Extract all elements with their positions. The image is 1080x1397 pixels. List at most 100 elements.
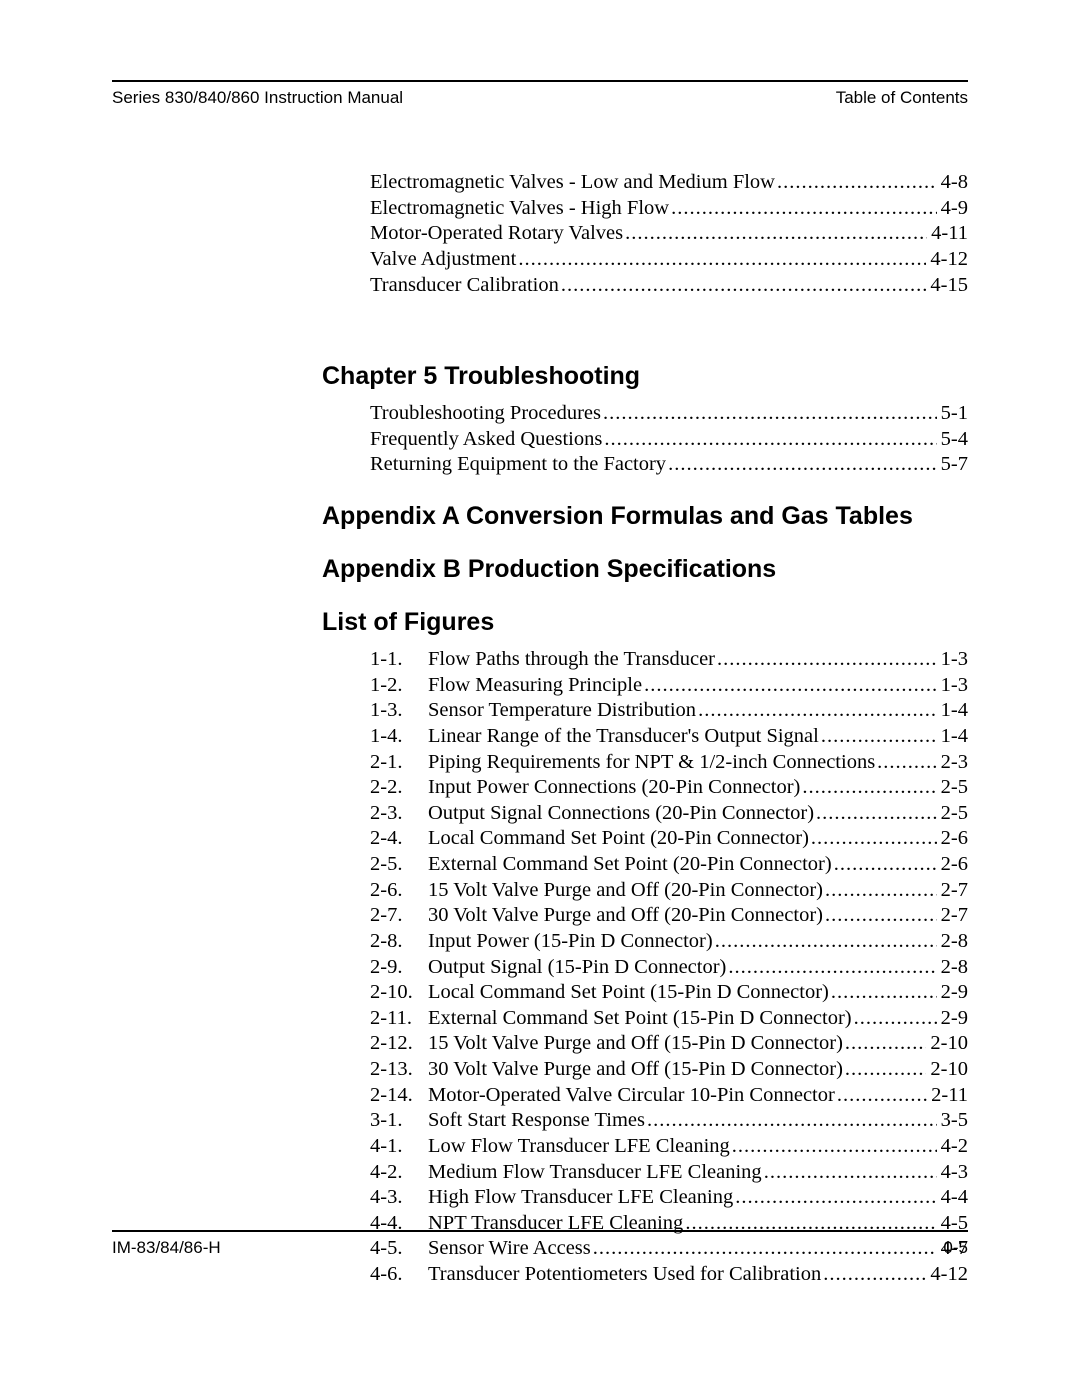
toc-entry-label: Sensor Temperature Distribution [428, 698, 696, 724]
toc-entry-label: Soft Start Response Times [428, 1108, 645, 1134]
toc-entry-label: 15 Volt Valve Purge and Off (15-Pin D Co… [428, 1031, 843, 1057]
toc-leader-dots [669, 196, 937, 222]
toc-leader-dots [642, 673, 937, 699]
toc-leader-dots [559, 273, 927, 299]
toc-entry-label: Flow Measuring Principle [428, 673, 642, 699]
toc-entry: Electromagnetic Valves - Low and Medium … [370, 170, 968, 196]
toc-entry: Troubleshooting Procedures5-1 [370, 401, 968, 427]
toc-entry: 2-7.30 Volt Valve Purge and Off (20-Pin … [370, 903, 968, 929]
toc-leader-dots [819, 724, 937, 750]
toc-entry-page: 2-5 [937, 801, 968, 827]
toc-entry-page: 2-9 [937, 980, 968, 1006]
toc-entry: 2-9.Output Signal (15-Pin D Connector)2-… [370, 955, 968, 981]
toc-entry-number: 2-10. [370, 980, 428, 1006]
toc-entry-page: 2-10 [926, 1057, 968, 1083]
toc-leader-dots [809, 826, 937, 852]
header-left: Series 830/840/860 Instruction Manual [112, 88, 403, 108]
toc-leader-dots [516, 247, 926, 273]
toc-entry-page: 2-11 [927, 1083, 968, 1109]
toc-entry-page: 2-8 [937, 929, 968, 955]
page-content: Series 830/840/860 Instruction Manual Ta… [112, 80, 968, 1288]
page-footer: IM-83/84/86-H 0-5 [112, 1232, 968, 1266]
toc-leader-dots [601, 401, 937, 427]
toc-entry-number: 2-13. [370, 1057, 428, 1083]
toc-entry-page: 2-8 [937, 955, 968, 981]
toc-entry: 2-8.Input Power (15-Pin D Connector)2-8 [370, 929, 968, 955]
toc-entry-number: 2-3. [370, 801, 428, 827]
toc-leader-dots [829, 980, 937, 1006]
toc-entry: 1-3.Sensor Temperature Distribution1-4 [370, 698, 968, 724]
header-right: Table of Contents [836, 88, 968, 108]
toc-entry: 2-5.External Command Set Point (20-Pin C… [370, 852, 968, 878]
toc-leader-dots [602, 427, 936, 453]
toc-entry-label: External Command Set Point (20-Pin Conne… [428, 852, 832, 878]
toc-entry-number: 2-4. [370, 826, 428, 852]
toc-entry-number: 4-1. [370, 1134, 428, 1160]
toc-entry: 2-4.Local Command Set Point (20-Pin Conn… [370, 826, 968, 852]
toc-leader-dots [832, 852, 937, 878]
toc-entry-label: Local Command Set Point (20-Pin Connecto… [428, 826, 809, 852]
toc-entry-number: 2-7. [370, 903, 428, 929]
toc-leader-dots [800, 775, 936, 801]
toc-leader-dots [733, 1185, 936, 1211]
toc-entry-label: High Flow Transducer LFE Cleaning [428, 1185, 733, 1211]
toc-leader-dots [875, 750, 937, 776]
toc-entry-page: 5-1 [937, 401, 968, 427]
toc-leader-dots [814, 801, 937, 827]
toc-leader-dots [843, 1057, 927, 1083]
list-of-figures-heading: List of Figures [322, 608, 968, 637]
toc-entry-number: 2-6. [370, 878, 428, 904]
toc-entry: 2-2.Input Power Connections (20-Pin Conn… [370, 775, 968, 801]
toc-entry-label: Frequently Asked Questions [370, 427, 602, 453]
toc-entry-number: 1-4. [370, 724, 428, 750]
toc-entry-label: Returning Equipment to the Factory [370, 452, 666, 478]
toc-entry: 2-11.External Command Set Point (15-Pin … [370, 1006, 968, 1032]
toc-leader-dots [726, 955, 936, 981]
footer-left: IM-83/84/86-H [112, 1238, 221, 1258]
toc-entry-page: 4-3 [937, 1160, 968, 1186]
toc-entry-number: 2-1. [370, 750, 428, 776]
toc-entry-page: 1-3 [937, 673, 968, 699]
toc-leader-dots [823, 903, 937, 929]
toc-entry-page: 4-8 [937, 170, 968, 196]
toc-top-entries: Electromagnetic Valves - Low and Medium … [370, 170, 968, 298]
toc-entry-number: 2-8. [370, 929, 428, 955]
toc-entry-page: 4-12 [926, 247, 968, 273]
toc-entry-label: 15 Volt Valve Purge and Off (20-Pin Conn… [428, 878, 823, 904]
toc-entry-page: 2-6 [937, 826, 968, 852]
toc-entry-page: 2-6 [937, 852, 968, 878]
toc-entry-label: Transducer Calibration [370, 273, 559, 299]
toc-entry-page: 2-7 [937, 903, 968, 929]
toc-entry: 2-14.Motor-Operated Valve Circular 10-Pi… [370, 1083, 968, 1109]
toc-entry-label: Flow Paths through the Transducer [428, 647, 715, 673]
toc-entry: Frequently Asked Questions 5-4 [370, 427, 968, 453]
toc-entry: Motor-Operated Rotary Valves4-11 [370, 221, 968, 247]
toc-entry-page: 5-4 [937, 427, 968, 453]
toc-entry: 2-12.15 Volt Valve Purge and Off (15-Pin… [370, 1031, 968, 1057]
toc-entry-number: 1-2. [370, 673, 428, 699]
toc-leader-dots [713, 929, 937, 955]
toc-entry-page: 4-2 [937, 1134, 968, 1160]
toc-leader-dots [730, 1134, 937, 1160]
toc-leader-dots [715, 647, 937, 673]
toc-leader-dots [666, 452, 937, 478]
toc-entry: 4-3.High Flow Transducer LFE Cleaning4-4 [370, 1185, 968, 1211]
toc-entry-number: 2-5. [370, 852, 428, 878]
toc-entry-label: Valve Adjustment [370, 247, 516, 273]
toc-entry-number: 3-1. [370, 1108, 428, 1134]
toc-entry-number: 4-2. [370, 1160, 428, 1186]
toc-entry-number: 2-14. [370, 1083, 428, 1109]
toc-entry-page: 5-7 [937, 452, 968, 478]
appendix-a-heading: Appendix A Conversion Formulas and Gas T… [322, 502, 968, 531]
toc-entry-page: 1-4 [937, 698, 968, 724]
toc-entry-page: 1-3 [937, 647, 968, 673]
toc-leader-dots [852, 1006, 937, 1032]
toc-leader-dots [696, 698, 937, 724]
toc-entry: 2-1.Piping Requirements for NPT & 1/2-in… [370, 750, 968, 776]
toc-content: Electromagnetic Valves - Low and Medium … [112, 116, 968, 1288]
chapter-5-entries: Troubleshooting Procedures5-1Frequently … [370, 401, 968, 478]
toc-entry-page: 1-4 [937, 724, 968, 750]
appendix-b-heading: Appendix B Production Specifications [322, 555, 968, 584]
toc-entry: Valve Adjustment 4-12 [370, 247, 968, 273]
toc-entry-label: Piping Requirements for NPT & 1/2-inch C… [428, 750, 875, 776]
